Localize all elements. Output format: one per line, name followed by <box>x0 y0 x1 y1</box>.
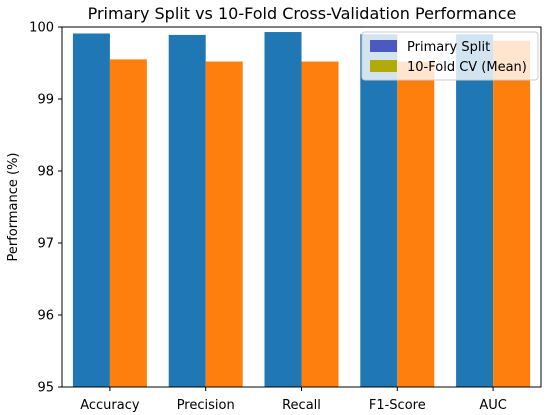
y-tick-label: 98 <box>37 165 54 180</box>
bar-recall-series-2 <box>301 61 339 388</box>
x-tick-label: AUC <box>479 398 507 413</box>
y-tick-label: 95 <box>37 381 54 396</box>
x-tick-label: Precision <box>177 398 235 413</box>
legend-label-1: Primary Split <box>407 40 490 55</box>
y-tick-label: 96 <box>37 309 54 324</box>
legend-swatch-2 <box>370 60 397 72</box>
y-tick-label: 100 <box>29 21 54 36</box>
bar-f1-score-series-1 <box>360 34 398 387</box>
bar-auc-series-1 <box>456 34 494 387</box>
legend-label-2: 10-Fold CV (Mean) <box>407 60 527 75</box>
y-tick-label: 99 <box>37 93 54 108</box>
y-axis-label: Performance (%) <box>6 152 21 261</box>
bar-precision-series-1 <box>168 34 206 388</box>
x-tick-label: Recall <box>282 398 321 413</box>
legend-swatch-1 <box>370 40 397 52</box>
bar-precision-series-2 <box>205 61 243 388</box>
bar-f1-score-series-2 <box>397 61 435 388</box>
legend-box <box>361 31 539 81</box>
x-tick-label: F1-Score <box>369 398 426 413</box>
chart-title: Primary Split vs 10-Fold Cross-Validatio… <box>88 4 517 23</box>
bar-accuracy-series-1 <box>72 33 110 387</box>
x-tick-label: Accuracy <box>80 398 140 413</box>
plot-area: Accuracy Precision Recall F1-Score AUC 95 96 97… <box>29 21 542 413</box>
bar-auc-series-2 <box>493 40 531 388</box>
axes-frame <box>61 26 542 388</box>
bar-accuracy-series-2 <box>109 59 147 388</box>
y-tick-label: 97 <box>37 237 54 252</box>
legend: Primary Split 10-Fold CV (Mean) <box>361 31 539 81</box>
bar-recall-series-1 <box>264 32 302 387</box>
